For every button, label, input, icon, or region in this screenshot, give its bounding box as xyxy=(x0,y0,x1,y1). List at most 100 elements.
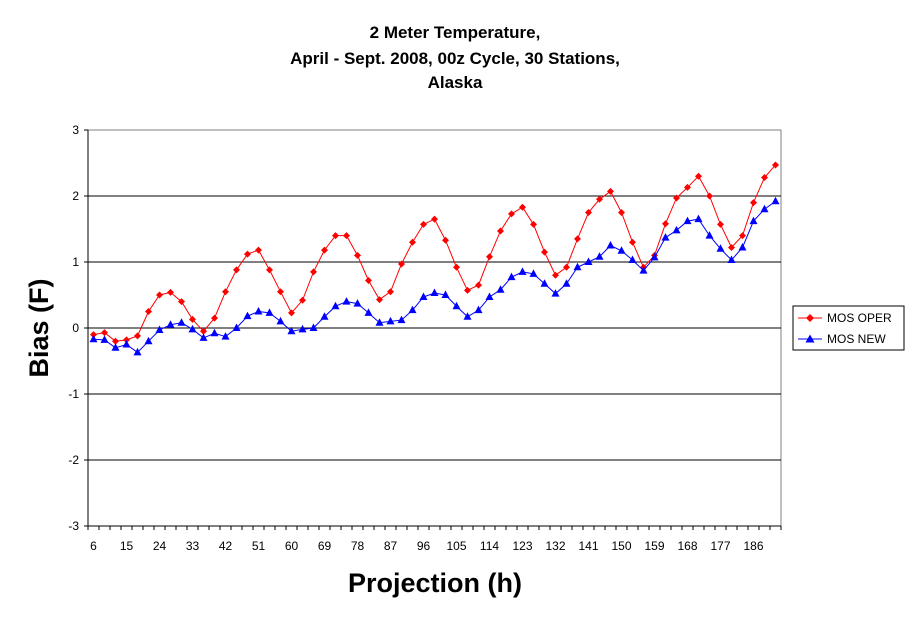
data-point-mos-oper xyxy=(453,263,460,271)
chart-title-line-2: April - Sept. 2008, 00z Cycle, 30 Statio… xyxy=(290,49,620,68)
data-point-mos-oper xyxy=(695,172,702,180)
data-point-mos-oper xyxy=(211,314,218,322)
data-point-mos-new xyxy=(232,323,241,331)
x-tick-label: 6 xyxy=(90,539,97,553)
x-tick-label: 51 xyxy=(252,539,266,553)
chart-title-line-3: Alaska xyxy=(428,73,483,92)
data-point-mos-new xyxy=(595,252,604,260)
x-axis-ticks: 6 15 24 33 42 51 60 69 78 87 96 105 114 123 132 141 150 1… xyxy=(87,525,782,553)
data-point-mos-oper xyxy=(376,296,383,304)
data-point-mos-oper xyxy=(398,260,405,268)
data-point-mos-new xyxy=(133,347,142,356)
data-point-mos-oper xyxy=(178,298,185,306)
data-point-mos-oper xyxy=(530,220,537,228)
data-point-mos-new xyxy=(507,272,516,281)
data-point-mos-new xyxy=(573,262,582,271)
data-point-mos-new xyxy=(485,292,494,300)
x-tick-label: 24 xyxy=(153,539,167,553)
data-point-mos-oper xyxy=(233,266,240,274)
data-point-mos-oper xyxy=(277,288,284,296)
data-point-mos-oper xyxy=(222,288,229,296)
chart-title-line-1: 2 Meter Temperature, xyxy=(370,23,541,42)
data-point-mos-oper xyxy=(464,286,471,294)
data-point-mos-oper xyxy=(585,209,592,216)
legend-box xyxy=(792,305,905,351)
data-point-mos-new xyxy=(342,297,351,305)
data-point-mos-oper xyxy=(541,248,548,256)
data-point-mos-new xyxy=(243,311,252,320)
x-tick-label: 150 xyxy=(611,539,631,553)
data-point-mos-new xyxy=(375,318,384,326)
series-mos-oper xyxy=(90,161,779,345)
x-tick-label: 132 xyxy=(545,539,565,553)
data-point-mos-oper xyxy=(607,187,614,195)
y-tick-label: 1 xyxy=(72,255,79,269)
data-point-mos-oper xyxy=(244,250,251,258)
data-point-mos-oper xyxy=(156,291,163,299)
legend: MOS OPER MOS NEW xyxy=(792,305,905,351)
data-point-mos-oper xyxy=(739,232,746,240)
data-point-mos-new xyxy=(441,290,450,298)
data-point-mos-oper xyxy=(552,271,559,279)
data-point-mos-oper xyxy=(321,246,328,254)
data-point-mos-oper xyxy=(717,220,724,228)
data-point-mos-new xyxy=(177,318,186,326)
data-point-mos-new xyxy=(606,241,615,249)
data-point-mos-new xyxy=(452,301,461,310)
data-point-mos-oper xyxy=(365,276,372,284)
data-point-mos-new xyxy=(716,244,725,252)
legend-label-mos-oper: MOS OPER xyxy=(827,311,892,325)
data-point-mos-oper xyxy=(706,192,713,200)
x-tick-label: 186 xyxy=(743,539,763,553)
data-point-mos-new xyxy=(419,292,428,300)
x-axis-title: Projection (h) xyxy=(348,568,522,598)
data-point-mos-new xyxy=(529,269,538,277)
y-tick-label: -1 xyxy=(68,387,79,401)
data-point-mos-oper xyxy=(167,288,174,296)
gridlines xyxy=(88,195,781,461)
data-point-mos-new xyxy=(364,308,373,316)
data-point-mos-oper xyxy=(629,238,636,246)
data-point-mos-oper xyxy=(684,183,691,191)
data-point-mos-oper xyxy=(772,161,779,169)
data-point-mos-oper xyxy=(574,235,581,243)
data-point-mos-new xyxy=(276,316,285,325)
data-point-mos-new xyxy=(199,333,208,341)
data-point-mos-oper xyxy=(409,238,416,246)
data-point-mos-new xyxy=(562,279,571,287)
data-point-mos-new xyxy=(727,255,736,264)
x-tick-label: 60 xyxy=(285,539,299,553)
x-tick-label: 69 xyxy=(318,539,332,553)
y-tick-label: -3 xyxy=(68,519,79,533)
data-point-mos-oper xyxy=(332,232,339,240)
x-tick-label: 105 xyxy=(446,539,466,553)
data-point-mos-oper xyxy=(442,236,449,244)
data-point-mos-oper xyxy=(266,266,273,274)
data-point-mos-oper xyxy=(563,263,570,271)
data-point-mos-oper xyxy=(673,194,680,202)
data-point-mos-new xyxy=(628,255,637,264)
data-point-mos-new xyxy=(353,299,362,307)
data-point-mos-new xyxy=(705,231,714,239)
data-point-mos-new xyxy=(188,324,197,333)
data-point-mos-new xyxy=(111,343,120,351)
data-point-mos-new xyxy=(397,315,406,324)
data-point-mos-new xyxy=(771,196,780,205)
chart-title: 2 Meter Temperature, April - Sept. 2008,… xyxy=(290,23,620,92)
data-point-mos-oper xyxy=(200,327,207,335)
data-point-mos-oper xyxy=(662,220,669,228)
data-point-mos-new xyxy=(265,308,274,316)
data-point-mos-new xyxy=(331,301,340,310)
data-point-mos-new xyxy=(144,336,153,345)
data-point-mos-oper xyxy=(618,209,625,216)
data-point-mos-new xyxy=(760,204,769,213)
data-point-mos-new xyxy=(683,216,692,225)
x-tick-label: 87 xyxy=(384,539,398,553)
data-point-mos-new xyxy=(100,335,109,343)
data-point-mos-new xyxy=(221,332,230,340)
data-point-mos-oper xyxy=(343,232,350,240)
data-point-mos-new xyxy=(287,326,296,335)
data-point-mos-new xyxy=(518,267,527,275)
data-point-mos-new xyxy=(496,285,505,293)
data-point-mos-oper xyxy=(112,337,119,345)
